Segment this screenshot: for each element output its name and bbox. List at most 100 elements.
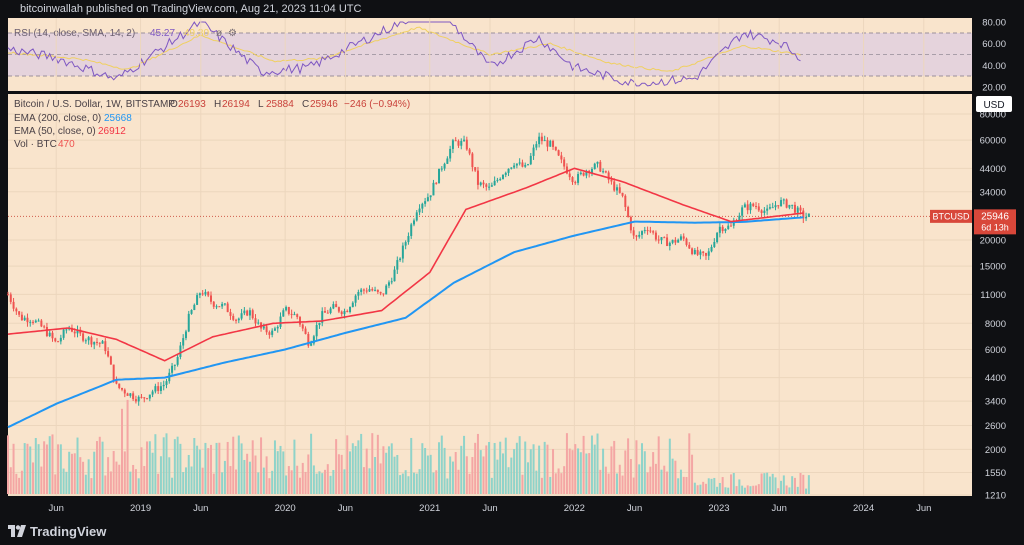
volume-bar bbox=[70, 453, 73, 494]
candle-body bbox=[557, 150, 560, 156]
time-tick-label: 2020 bbox=[275, 503, 296, 514]
pane-separator[interactable] bbox=[8, 91, 1018, 94]
tradingview-logo[interactable]: TradingView bbox=[8, 524, 106, 539]
volume-bar bbox=[215, 442, 218, 494]
volume-bar bbox=[435, 470, 438, 494]
candle-body bbox=[755, 206, 758, 208]
legend-ema200-label[interactable]: EMA (200, close, 0) bbox=[14, 113, 101, 124]
candle-body bbox=[710, 246, 713, 252]
price-axis[interactable]: 80000 60000 44000 34000 20000 15000 11000 8000 6… bbox=[980, 110, 1006, 502]
legend-ema50-label[interactable]: EMA (50, close, 0) bbox=[14, 126, 96, 137]
volume-bar bbox=[538, 445, 541, 494]
candle-body bbox=[652, 231, 655, 233]
volume-bar bbox=[162, 437, 165, 494]
candle-body bbox=[432, 182, 435, 196]
volume-bar bbox=[48, 436, 51, 494]
candle-body bbox=[757, 206, 760, 211]
volume-bar bbox=[557, 468, 560, 494]
legend-vol-label[interactable]: Vol · BTC bbox=[14, 139, 57, 150]
volume-bar bbox=[82, 461, 85, 494]
time-axis[interactable]: Jun 2019 Jun 2020 Jun 2021 Jun 2022 Jun 2023 Jun 20… bbox=[49, 503, 932, 514]
candle-body bbox=[376, 289, 379, 292]
candle-body bbox=[321, 311, 324, 323]
volume-bar bbox=[171, 477, 174, 494]
volume-bar bbox=[401, 473, 404, 494]
volume-bar bbox=[254, 455, 257, 494]
candle-body bbox=[474, 167, 477, 171]
candle-body bbox=[271, 330, 274, 335]
volume-bar bbox=[385, 452, 388, 494]
volume-bar bbox=[279, 445, 282, 494]
price-tag: BTCUSD 25946 6d 13h bbox=[930, 209, 1016, 235]
candle-body bbox=[752, 203, 755, 207]
volume-bar bbox=[176, 436, 179, 494]
header-bar: bitcoinwallah published on TradingView.c… bbox=[0, 0, 1024, 18]
candle-body bbox=[579, 172, 582, 175]
candle-body bbox=[95, 341, 98, 343]
volume-bar bbox=[540, 477, 543, 494]
candle-body bbox=[602, 171, 605, 173]
volume-bar bbox=[209, 444, 212, 494]
candle-body bbox=[268, 332, 271, 335]
volume-bar bbox=[143, 466, 146, 494]
volume-bar bbox=[251, 440, 254, 494]
volume-bar bbox=[312, 465, 315, 494]
candle-body bbox=[524, 164, 527, 167]
chart-canvas[interactable]: RSI (14, close, SMA, 14, 2) 45.27 49.30 … bbox=[0, 0, 1024, 519]
volume-bar bbox=[424, 448, 427, 494]
candle-body bbox=[476, 170, 479, 185]
rsi-settings-icon[interactable]: ⚙ bbox=[228, 28, 237, 39]
candle-body bbox=[643, 230, 646, 232]
candle-body bbox=[32, 321, 35, 323]
volume-bar bbox=[585, 453, 588, 494]
legend-symbol[interactable]: Bitcoin / U.S. Dollar, 1W, BITSTAMP bbox=[14, 99, 175, 110]
time-tick-label: Jun bbox=[627, 503, 642, 514]
candle-body bbox=[666, 237, 669, 246]
price-tick-label: 11000 bbox=[980, 290, 1006, 301]
price-tick-label: 34000 bbox=[980, 187, 1006, 198]
volume-bar bbox=[510, 457, 513, 494]
volume-bar bbox=[148, 441, 151, 494]
volume-bar bbox=[20, 470, 23, 494]
legend-ohlc-value: 25946 bbox=[310, 99, 338, 110]
price-tick-label: 2600 bbox=[985, 421, 1006, 432]
volume-bar bbox=[449, 456, 452, 494]
rsi-hide-icon[interactable]: ø bbox=[216, 28, 222, 39]
rsi-tick-label: 40.00 bbox=[982, 61, 1006, 72]
candle-body bbox=[493, 180, 496, 186]
volume-bar bbox=[579, 452, 582, 494]
volume-bar bbox=[741, 485, 744, 494]
candle-body bbox=[337, 307, 340, 312]
volume-bar bbox=[115, 461, 118, 494]
volume-bar bbox=[426, 455, 429, 494]
candle-body bbox=[265, 326, 268, 333]
volume-bar bbox=[126, 399, 129, 494]
ema50-line bbox=[7, 167, 804, 362]
candle-body bbox=[154, 386, 157, 392]
candle-body bbox=[107, 351, 110, 357]
candle-body bbox=[532, 147, 535, 156]
volume-bar bbox=[515, 442, 518, 494]
currency-button[interactable] bbox=[976, 96, 1012, 112]
price-tick-label: 6000 bbox=[985, 345, 1006, 356]
volume-bar bbox=[221, 472, 224, 494]
volume-bar bbox=[90, 478, 93, 494]
volume-bar bbox=[196, 445, 199, 494]
volume-bar bbox=[654, 463, 657, 494]
volume-bar bbox=[101, 441, 104, 494]
candle-body bbox=[365, 290, 368, 292]
volume-bar bbox=[682, 476, 685, 494]
volume-bar bbox=[501, 453, 504, 494]
price-tick-label: 60000 bbox=[980, 136, 1006, 147]
volume-bar bbox=[301, 462, 304, 494]
candle-body bbox=[793, 204, 796, 213]
legend-ohlc-key: L bbox=[258, 99, 264, 110]
volume-bar bbox=[29, 446, 32, 494]
volume-bar bbox=[549, 476, 552, 494]
volume-bar bbox=[577, 448, 580, 494]
volume-bar bbox=[207, 448, 210, 494]
candle-body bbox=[146, 398, 149, 400]
volume-bar bbox=[663, 465, 666, 494]
volume-bar bbox=[321, 473, 324, 494]
volume-bar bbox=[488, 442, 491, 494]
